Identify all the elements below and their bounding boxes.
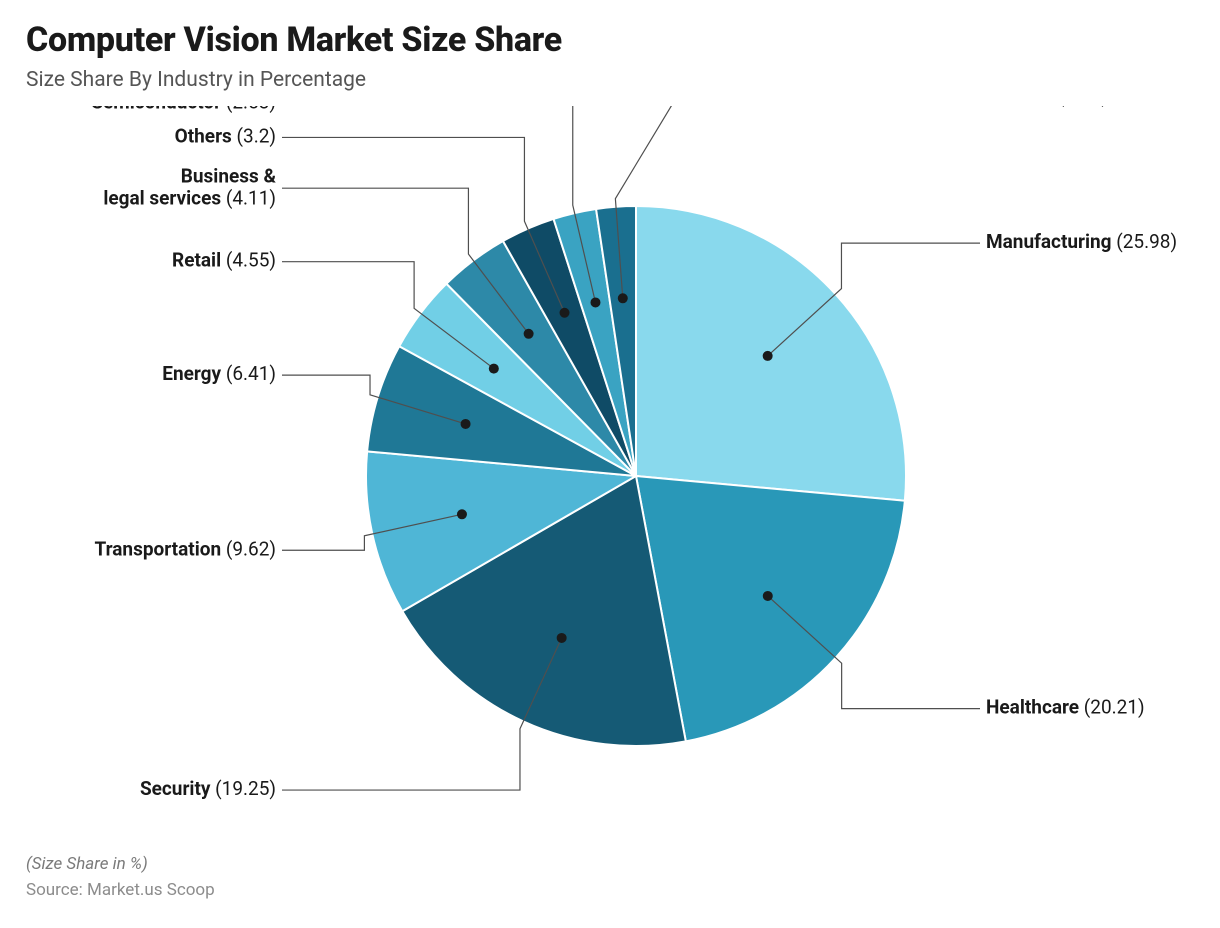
leader-dot xyxy=(618,293,628,303)
leader-dot xyxy=(524,329,534,339)
chart-title: Computer Vision Market Size Share xyxy=(26,20,1194,60)
chart-footer: (Size Share in %) Source: Market.us Scoo… xyxy=(26,854,215,900)
leader-dot xyxy=(457,509,467,519)
chart-subtitle: Size Share By Industry in Percentage xyxy=(26,68,1194,92)
slice-label: Retail (4.55) xyxy=(172,249,276,272)
slice-label: Business &legal services (4.11) xyxy=(103,165,276,210)
slice-label: Energy (6.41) xyxy=(162,362,276,385)
leader-dot xyxy=(560,308,570,318)
leader-dot xyxy=(763,351,773,361)
leader-dot xyxy=(557,633,567,643)
leader-dot xyxy=(590,297,600,307)
leader-dot xyxy=(461,419,471,429)
pie-chart: Manufacturing (25.98) Healthcare (20.21) S… xyxy=(26,106,1194,816)
slice-label: Security (19.25) xyxy=(140,777,276,800)
slice-label: Healthcare (20.21) xyxy=(986,696,1145,719)
slice-label: Finance (2.32) xyxy=(986,106,1108,107)
page: Computer Vision Market Size Share Size S… xyxy=(0,0,1220,928)
pie-svg: Manufacturing (25.98) Healthcare (20.21) S… xyxy=(26,106,1220,826)
slice-label: Transportation (9.62) xyxy=(94,537,276,560)
leader-dot xyxy=(489,364,499,374)
slice-label: Manufacturing (25.98) xyxy=(986,230,1177,253)
leader-dot xyxy=(763,591,773,601)
slice-label: Semiconductor (2.53) xyxy=(91,106,276,113)
slice-label: Others (3.2) xyxy=(175,124,276,147)
chart-source: Source: Market.us Scoop xyxy=(26,880,215,900)
chart-footnote: (Size Share in %) xyxy=(26,854,215,874)
